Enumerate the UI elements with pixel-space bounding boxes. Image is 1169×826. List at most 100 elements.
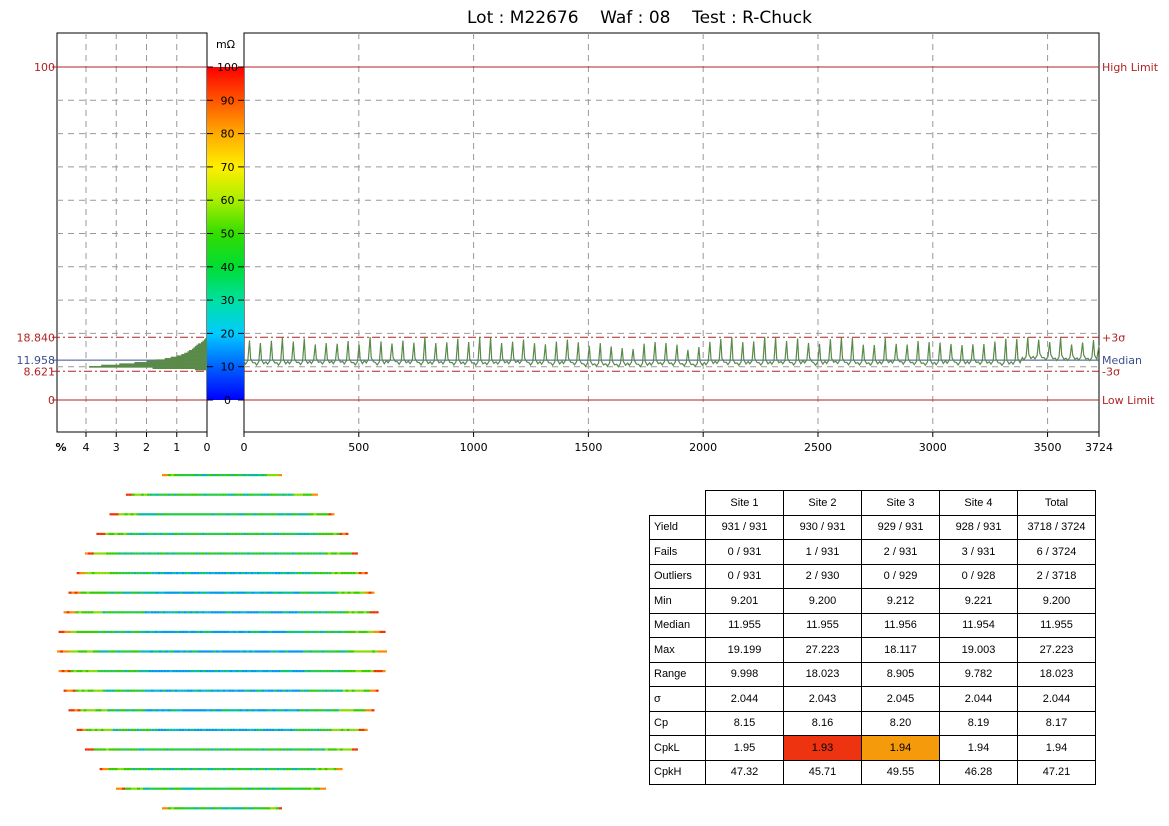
wafer-die: [337, 670, 341, 673]
wafer-die: [130, 670, 134, 673]
wafer-die: [182, 591, 186, 594]
wafer-die: [191, 493, 195, 496]
wafer-die: [114, 689, 118, 692]
wafer-die: [192, 474, 195, 477]
wafer-die: [216, 611, 220, 614]
wafer-die: [204, 748, 208, 751]
wafer-die: [242, 493, 246, 496]
wafer-die: [300, 748, 304, 751]
wafer-die: [261, 689, 265, 692]
wafer-die: [92, 591, 96, 594]
wafer-die: [271, 728, 275, 731]
wafer-die: [198, 611, 202, 614]
wafer-die: [254, 493, 258, 496]
wafer-die: [314, 787, 317, 790]
wafer-die: [141, 532, 145, 535]
wafer-die: [229, 630, 233, 633]
wafer-die: [263, 787, 266, 790]
wafer-die: [216, 689, 220, 692]
wafer-die: [226, 670, 230, 673]
wafer-die: [266, 591, 270, 594]
wafer-die: [108, 552, 112, 555]
wafer-die: [165, 807, 168, 810]
wafer-die: [333, 650, 336, 653]
wafer-die: [246, 532, 250, 535]
wafer-die: [292, 728, 296, 731]
wafer-die: [131, 591, 135, 594]
wafer-die: [365, 591, 369, 594]
wafer-die: [310, 572, 314, 575]
wafer-die: [153, 611, 157, 614]
wafer-die: [96, 532, 100, 535]
wafer-die: [305, 787, 308, 790]
wafer-die: [343, 630, 347, 633]
wafer-die: [272, 591, 276, 594]
wafer-die: [94, 572, 98, 575]
wafer-die: [246, 552, 250, 555]
wafer-die: [294, 748, 298, 751]
wafer-die: [231, 474, 234, 477]
wafer-die: [128, 591, 132, 594]
wafer-die: [122, 787, 125, 790]
wafer-die: [203, 709, 207, 712]
wafer-die: [289, 670, 293, 673]
wafer-die: [330, 611, 334, 614]
wafer-die: [368, 709, 372, 712]
wafer-die: [127, 572, 131, 575]
wafer-die: [240, 689, 244, 692]
wafer-die: [162, 552, 166, 555]
wafer-die: [299, 591, 303, 594]
wafer-die: [84, 689, 88, 692]
wafer-die: [270, 474, 273, 477]
wafer-die: [295, 572, 299, 575]
wafer-die: [251, 787, 254, 790]
wafer-die: [337, 630, 341, 633]
wafer-die: [210, 748, 214, 751]
wafer-die: [262, 728, 266, 731]
wafer-die: [329, 709, 333, 712]
wafer-die: [272, 787, 275, 790]
wafer-die: [229, 670, 233, 673]
wafer-die: [117, 650, 120, 653]
wafer-die: [350, 709, 354, 712]
wafer-die: [316, 728, 320, 731]
wafer-die: [86, 709, 90, 712]
wafer-die: [103, 728, 107, 731]
wafer-die: [114, 532, 118, 535]
wafer-die: [99, 768, 103, 771]
wafer-die: [204, 611, 208, 614]
wafer-die: [273, 689, 277, 692]
wafer-die: [248, 709, 252, 712]
wafer-die: [225, 611, 229, 614]
wafer-die: [61, 630, 65, 633]
wafer-die: [132, 532, 136, 535]
wafer-die: [195, 650, 198, 653]
wafer-die: [144, 650, 147, 653]
wafer-die: [87, 748, 91, 751]
wafer-die: [189, 552, 193, 555]
wafer-die: [115, 572, 119, 575]
wafer-die: [180, 474, 183, 477]
wafer-die: [162, 748, 166, 751]
wafer-die: [112, 630, 116, 633]
wafer-die: [321, 689, 325, 692]
wafer-die: [205, 513, 209, 516]
wafer-die: [195, 532, 199, 535]
wafer-die: [70, 670, 74, 673]
hist-x-tick-label: 2: [143, 441, 150, 454]
wafer-die: [295, 630, 299, 633]
wafer-die: [240, 650, 243, 653]
wafer-die: [276, 611, 280, 614]
wafer-row: [76, 572, 368, 575]
wafer-die: [279, 768, 283, 771]
wafer-die: [336, 748, 340, 751]
wafer-die: [276, 650, 279, 653]
wafer-die: [228, 748, 232, 751]
wafer-die: [117, 689, 121, 692]
wafer-die: [252, 650, 255, 653]
wafer-die: [195, 552, 199, 555]
stats-row: Median 11.955 11.955 11.956 11.954 11.955: [649, 612, 1096, 638]
wafer-die: [188, 709, 192, 712]
wafer-die: [225, 474, 228, 477]
wafer-die: [253, 670, 257, 673]
